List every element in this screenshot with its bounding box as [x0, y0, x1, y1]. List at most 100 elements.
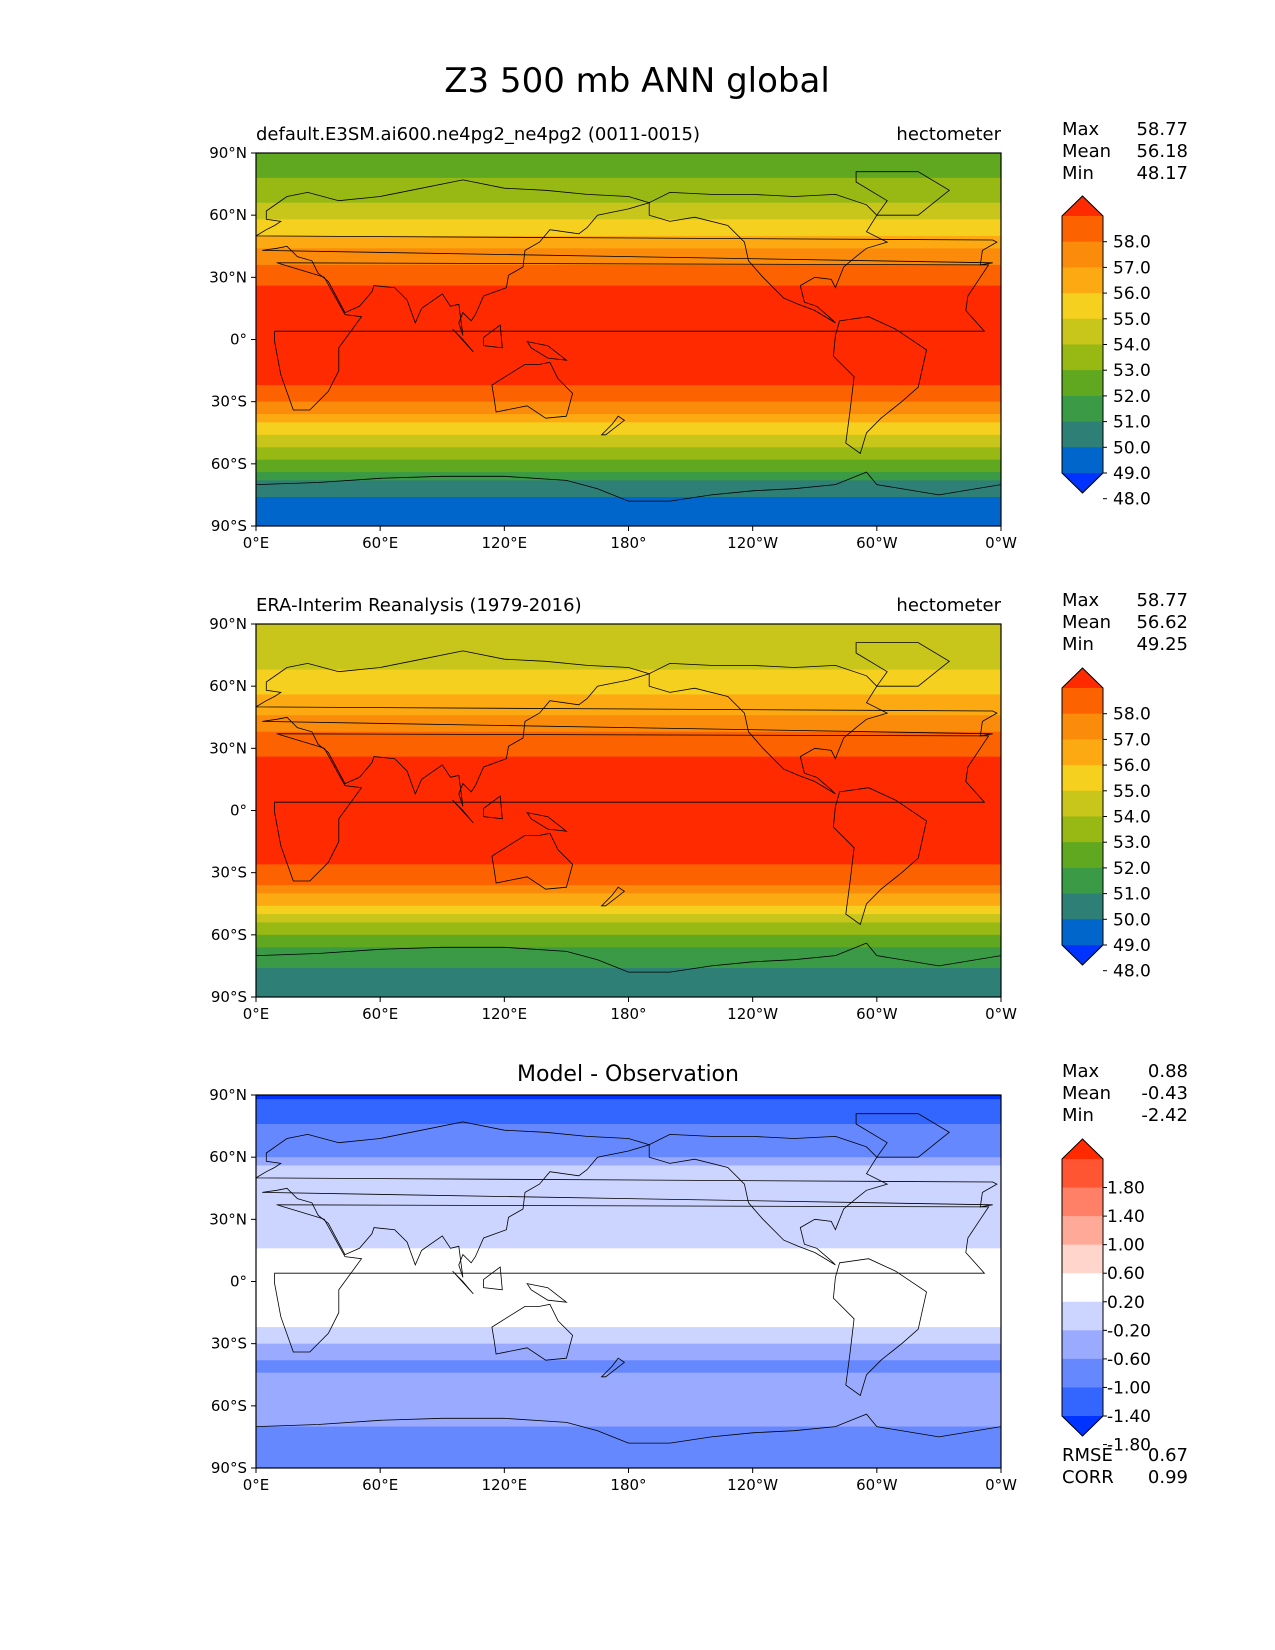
field-layer: [256, 624, 1001, 997]
stat-value: 56.18: [1136, 141, 1188, 162]
coastline: [600, 1357, 626, 1378]
coastline: [855, 171, 951, 216]
contour-band: [256, 1380, 1001, 1386]
contour-band: [256, 909, 1001, 915]
contour-band: [256, 347, 1001, 353]
colorbar-tick-label: 1.40: [1107, 1207, 1145, 1227]
stat-value: 58.77: [1136, 119, 1188, 140]
contour-band: [256, 318, 1001, 324]
contour-band: [256, 182, 1001, 187]
y-tick-label: 30°N: [209, 1210, 247, 1228]
colorbar-segment: [1062, 790, 1103, 817]
contour-band: [256, 723, 1001, 729]
contour-band: [256, 1426, 1001, 1432]
contour-band: [256, 1405, 1001, 1411]
contour-band: [256, 744, 1001, 749]
obs-title-left: ERA-Interim Reanalysis (1979-2016): [256, 595, 582, 616]
colorbar-segment: [1062, 447, 1103, 474]
colorbar-segment: [1062, 893, 1103, 920]
contour-band: [256, 1310, 1001, 1316]
contour-band: [256, 781, 1001, 787]
contour-band: [256, 1248, 1001, 1254]
colorbar-segment: [1062, 216, 1103, 243]
coastline: [600, 886, 626, 907]
contour-band: [256, 1372, 1001, 1378]
contour-band: [256, 517, 1001, 523]
colorbar-tick-label: 49.0: [1113, 936, 1151, 956]
contour-band: [256, 488, 1001, 494]
contour-band: [256, 198, 1001, 204]
coastline: [256, 942, 1001, 997]
colorbar-segment: [1062, 1187, 1103, 1217]
contour-band: [256, 1260, 1001, 1266]
coastline: [832, 787, 927, 926]
colorbar-segment: [1062, 919, 1103, 946]
contour-band: [256, 756, 1001, 762]
colorbar-arrow-top: [1062, 196, 1103, 216]
stat-value: 58.77: [1136, 590, 1188, 611]
contour-band: [256, 789, 1001, 795]
contour-band: [256, 1298, 1001, 1303]
contour-band: [256, 1422, 1001, 1428]
contour-band: [256, 872, 1001, 878]
coastline: [452, 328, 474, 353]
contour-band: [256, 223, 1001, 229]
coastline: [855, 642, 950, 687]
y-tick-label: 90°N: [209, 1086, 247, 1104]
contour-band: [256, 186, 1001, 191]
colorbar-tick-label: 58.0: [1113, 233, 1151, 253]
x-tick-label: 180°: [610, 534, 646, 552]
stat-label: Min: [1062, 1105, 1094, 1126]
colorbar-segment: [1062, 713, 1103, 740]
contour-band: [256, 1438, 1001, 1444]
contour-band: [256, 472, 1001, 477]
contour-band: [256, 673, 1001, 679]
coastline: [491, 361, 574, 419]
contour-band: [256, 1447, 1001, 1453]
contour-band: [256, 339, 1001, 345]
contour-band: [256, 868, 1001, 874]
contour-band: [256, 777, 1001, 783]
stat-value: -0.43: [1141, 1083, 1188, 1104]
stat-label: Min: [1062, 634, 1094, 655]
colorbar-segment: [1062, 816, 1103, 843]
contour-band: [256, 1235, 1001, 1241]
colorbar-tick-label: -0.20: [1107, 1321, 1151, 1341]
y-tick-label: 60°N: [209, 206, 247, 224]
coastline: [648, 191, 889, 324]
contour-band: [256, 889, 1001, 894]
contour-band: [256, 153, 1001, 158]
contour-band: [256, 451, 1001, 457]
contour-band: [256, 298, 1001, 303]
colorbar-arrow-bottom: [1062, 945, 1103, 965]
colorbar-segment: [1062, 1244, 1103, 1274]
contour-band: [256, 380, 1001, 386]
contour-band: [256, 264, 1001, 270]
contour-band: [256, 1273, 1001, 1278]
x-tick-label: 120°E: [482, 1005, 528, 1023]
colorbar-tick-label: 48.0: [1113, 490, 1151, 510]
contour-band: [256, 1119, 1001, 1125]
y-tick-label: 60°N: [209, 677, 247, 695]
contour-band: [256, 422, 1001, 428]
contour-band: [256, 1182, 1001, 1187]
colorbar-tick-label: -0.60: [1107, 1350, 1151, 1370]
stat-label: Mean: [1062, 141, 1111, 162]
contour-band: [256, 240, 1001, 245]
contour-band: [256, 480, 1001, 486]
colorbar-tick-label: 52.0: [1113, 859, 1151, 879]
contour-band: [256, 1231, 1001, 1237]
x-tick-label: 0°W: [985, 1476, 1017, 1494]
contour-band: [256, 1302, 1001, 1307]
colorbar-tick-label: 57.0: [1113, 730, 1151, 750]
contour-band: [256, 509, 1001, 515]
contour-band: [256, 467, 1001, 473]
contour-band: [256, 864, 1001, 870]
contour-band: [256, 310, 1001, 316]
obs-title-right: hectometer: [896, 595, 1001, 616]
contour-band: [256, 1289, 1001, 1295]
contour-band: [256, 505, 1001, 511]
colorbar-segment: [1062, 739, 1103, 766]
contour-band: [256, 405, 1001, 411]
contour-band: [256, 984, 1001, 990]
